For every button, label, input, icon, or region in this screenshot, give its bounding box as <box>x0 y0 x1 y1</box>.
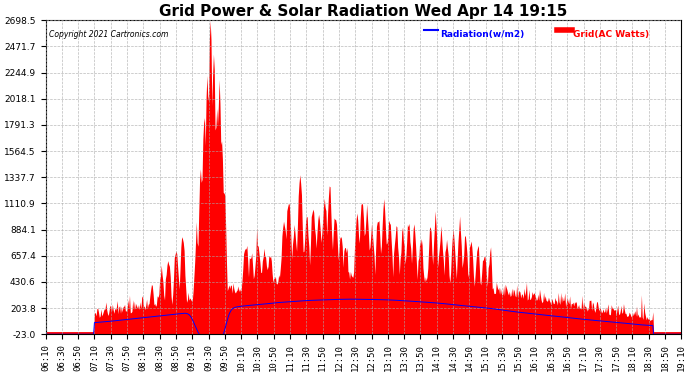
Text: Grid(AC Watts): Grid(AC Watts) <box>573 30 649 39</box>
Title: Grid Power & Solar Radiation Wed Apr 14 19:15: Grid Power & Solar Radiation Wed Apr 14 … <box>159 4 568 19</box>
Text: Radiation(w/m2): Radiation(w/m2) <box>440 30 524 39</box>
Text: Copyright 2021 Cartronics.com: Copyright 2021 Cartronics.com <box>49 30 168 39</box>
